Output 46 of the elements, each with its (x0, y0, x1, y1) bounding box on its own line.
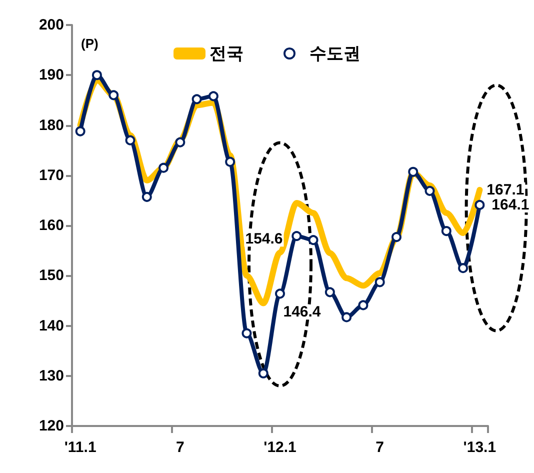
point (125, 135, 136, 146)
point (458, 263, 468, 274)
point (258, 368, 268, 378)
point (474, 200, 485, 210)
x-tick-label: 7 (376, 439, 384, 456)
legend-label: 전국 (210, 44, 244, 63)
point (342, 312, 352, 322)
y-tick-label: 120 (38, 418, 64, 434)
point (158, 162, 169, 173)
y-tick-label: 190 (38, 66, 64, 84)
point (441, 226, 452, 236)
point (142, 192, 152, 202)
y-tick-label: 180 (38, 116, 64, 134)
point (175, 137, 186, 148)
y-tick-label: 140 (38, 317, 64, 334)
x-tick-label: '12.1 (264, 439, 296, 456)
x-tick-label: '13.1 (463, 439, 496, 456)
point (92, 70, 102, 80)
y-tick-label: 200 (38, 16, 64, 34)
y-tick-label: 170 (38, 166, 64, 184)
point (192, 94, 202, 104)
point (75, 126, 86, 136)
x-tick-label: 7 (176, 439, 184, 456)
point (308, 235, 318, 246)
data-label: 167.1 (486, 181, 524, 198)
point (208, 91, 218, 102)
point (292, 231, 302, 242)
data-label: 146.4 (283, 304, 322, 321)
y-tick-label: 150 (38, 267, 64, 284)
point (108, 90, 119, 100)
point (324, 287, 335, 298)
point (391, 232, 402, 242)
point (358, 300, 368, 310)
point (242, 328, 252, 338)
data-label: 164.1 (492, 196, 530, 214)
point (225, 156, 236, 167)
point (275, 288, 285, 299)
y-axis-title: (P) (81, 36, 98, 51)
point (408, 166, 418, 177)
data-label: 154.6 (245, 230, 283, 248)
point (374, 277, 385, 288)
legend-label: 수도권 (310, 44, 360, 63)
x-tick-label: '11.1 (64, 439, 96, 456)
y-tick-label: 130 (38, 367, 64, 384)
point (424, 186, 435, 196)
y-tick-label: 160 (38, 217, 64, 234)
